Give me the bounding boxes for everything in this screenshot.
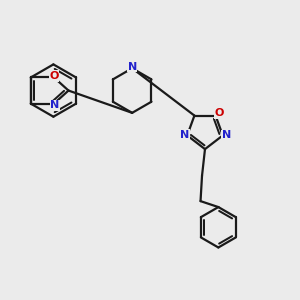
Text: O: O: [49, 71, 59, 81]
Text: N: N: [50, 100, 59, 110]
Text: N: N: [128, 62, 137, 72]
Text: O: O: [215, 108, 224, 118]
Text: N: N: [222, 130, 231, 140]
Text: N: N: [180, 130, 189, 140]
